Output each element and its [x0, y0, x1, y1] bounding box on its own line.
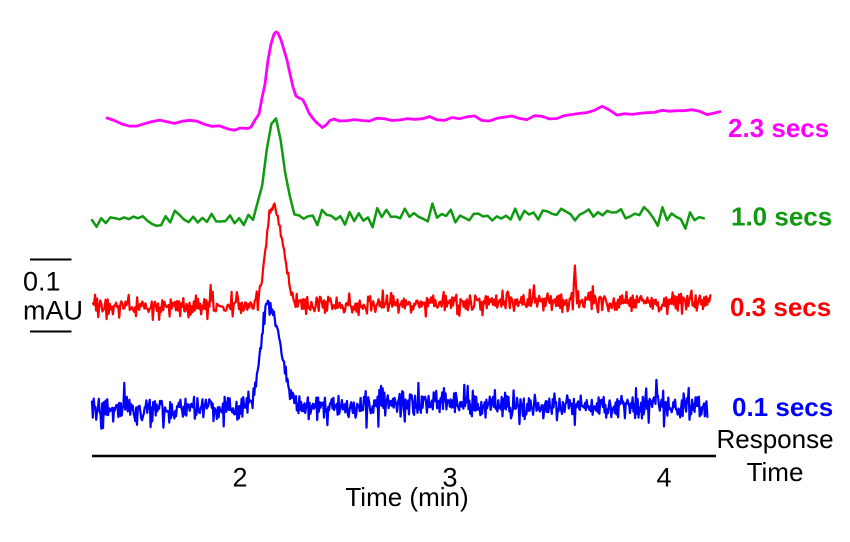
svg-text:3: 3	[442, 463, 457, 493]
svg-text:0.3 secs: 0.3 secs	[730, 292, 831, 322]
svg-text:0.1 secs: 0.1 secs	[732, 392, 833, 422]
svg-text:Time: Time	[747, 457, 804, 487]
svg-text:2: 2	[232, 463, 247, 493]
svg-text:Response: Response	[716, 424, 833, 454]
svg-text:4: 4	[656, 463, 671, 493]
svg-text:1.0 secs: 1.0 secs	[731, 202, 832, 232]
svg-text:0.1: 0.1	[23, 267, 61, 297]
svg-text:2.3 secs: 2.3 secs	[728, 113, 829, 143]
svg-text:mAU: mAU	[23, 296, 83, 326]
svg-text:Time (min): Time (min)	[345, 482, 468, 512]
